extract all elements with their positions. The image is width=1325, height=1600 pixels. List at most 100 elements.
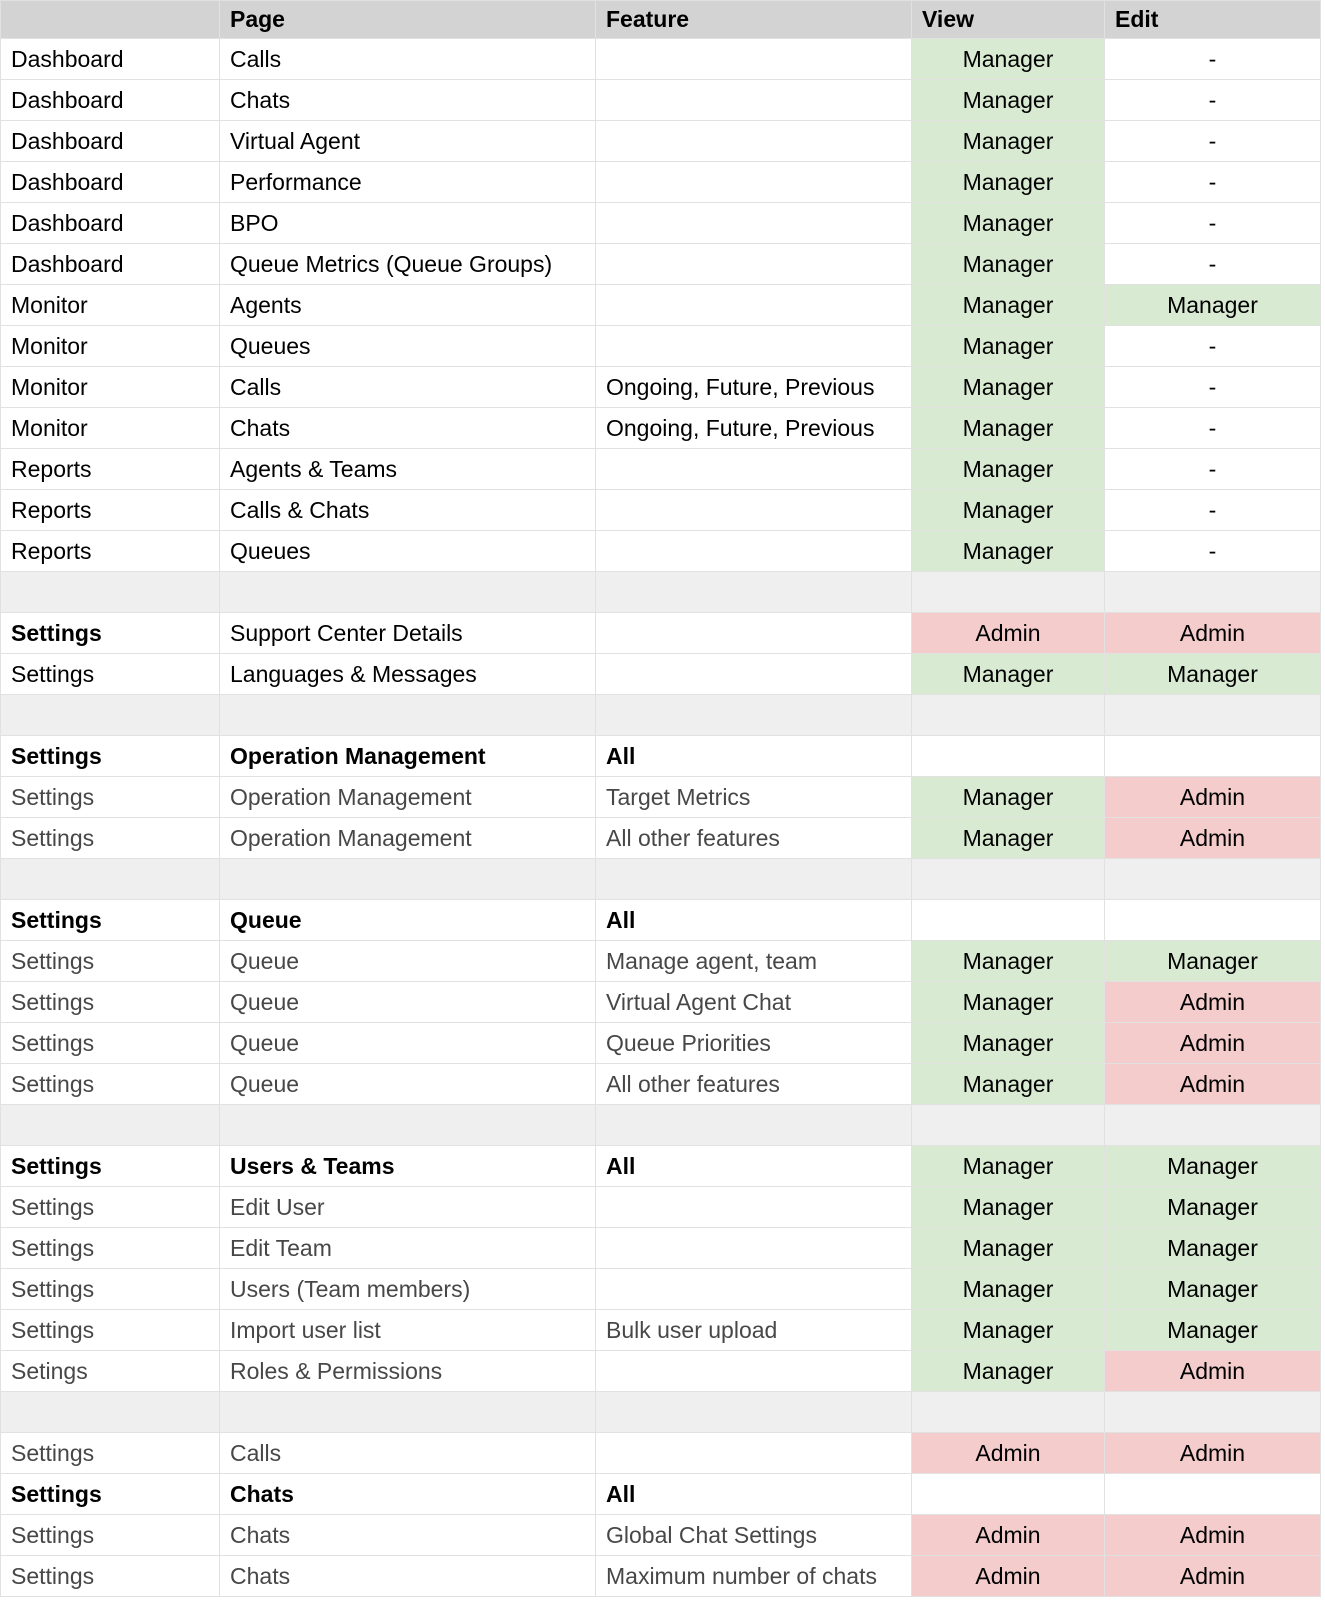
- edit-cell[interactable]: -: [1104, 325, 1321, 367]
- category-cell[interactable]: Settings: [0, 612, 220, 654]
- feature-cell[interactable]: All: [595, 899, 912, 941]
- feature-cell[interactable]: Virtual Agent Chat: [595, 981, 912, 1023]
- category-cell[interactable]: Monitor: [0, 284, 220, 326]
- category-cell[interactable]: Dashboard: [0, 202, 220, 244]
- feature-cell[interactable]: All other features: [595, 817, 912, 859]
- edit-cell[interactable]: -: [1104, 202, 1321, 244]
- view-cell[interactable]: [911, 899, 1105, 941]
- feature-cell[interactable]: [595, 284, 912, 326]
- category-cell[interactable]: Settings: [0, 1268, 220, 1310]
- edit-cell[interactable]: Manager: [1104, 1309, 1321, 1351]
- page-cell[interactable]: Queue: [219, 981, 596, 1023]
- edit-cell[interactable]: -: [1104, 243, 1321, 285]
- column-header-page[interactable]: Page: [219, 0, 596, 39]
- feature-cell[interactable]: [595, 1186, 912, 1228]
- category-cell[interactable]: Settings: [0, 899, 220, 941]
- category-cell[interactable]: Reports: [0, 530, 220, 572]
- category-cell[interactable]: Settings: [0, 981, 220, 1023]
- category-cell[interactable]: Settings: [0, 1227, 220, 1269]
- edit-cell[interactable]: Admin: [1104, 1350, 1321, 1392]
- column-header-category[interactable]: [0, 0, 220, 39]
- edit-cell[interactable]: -: [1104, 530, 1321, 572]
- category-cell[interactable]: Dashboard: [0, 243, 220, 285]
- category-cell[interactable]: Monitor: [0, 325, 220, 367]
- page-cell[interactable]: Chats: [219, 1473, 596, 1515]
- view-cell[interactable]: Manager: [911, 325, 1105, 367]
- feature-cell[interactable]: Global Chat Settings: [595, 1514, 912, 1556]
- page-cell[interactable]: Chats: [219, 407, 596, 449]
- view-cell[interactable]: [911, 571, 1105, 613]
- category-cell[interactable]: Dashboard: [0, 79, 220, 121]
- page-cell[interactable]: Operation Management: [219, 776, 596, 818]
- feature-cell[interactable]: [595, 325, 912, 367]
- category-cell[interactable]: Settings: [0, 1063, 220, 1105]
- view-cell[interactable]: Manager: [911, 448, 1105, 490]
- feature-cell[interactable]: [595, 1227, 912, 1269]
- page-cell[interactable]: Virtual Agent: [219, 120, 596, 162]
- category-cell[interactable]: [0, 1391, 220, 1433]
- category-cell[interactable]: Settings: [0, 1022, 220, 1064]
- feature-cell[interactable]: [595, 120, 912, 162]
- view-cell[interactable]: [911, 694, 1105, 736]
- page-cell[interactable]: Roles & Permissions: [219, 1350, 596, 1392]
- category-cell[interactable]: [0, 858, 220, 900]
- feature-cell[interactable]: [595, 1104, 912, 1146]
- view-cell[interactable]: Manager: [911, 776, 1105, 818]
- feature-cell[interactable]: [595, 243, 912, 285]
- edit-cell[interactable]: [1104, 1473, 1321, 1515]
- page-cell[interactable]: Agents & Teams: [219, 448, 596, 490]
- edit-cell[interactable]: -: [1104, 489, 1321, 531]
- page-cell[interactable]: Import user list: [219, 1309, 596, 1351]
- feature-cell[interactable]: All: [595, 1145, 912, 1187]
- page-cell[interactable]: Languages & Messages: [219, 653, 596, 695]
- view-cell[interactable]: Manager: [911, 38, 1105, 80]
- page-cell[interactable]: Calls: [219, 38, 596, 80]
- view-cell[interactable]: Manager: [911, 79, 1105, 121]
- view-cell[interactable]: Manager: [911, 489, 1105, 531]
- edit-cell[interactable]: -: [1104, 407, 1321, 449]
- feature-cell[interactable]: [595, 489, 912, 531]
- edit-cell[interactable]: [1104, 735, 1321, 777]
- page-cell[interactable]: Chats: [219, 1514, 596, 1556]
- edit-cell[interactable]: Admin: [1104, 1514, 1321, 1556]
- page-cell[interactable]: Performance: [219, 161, 596, 203]
- view-cell[interactable]: Manager: [911, 243, 1105, 285]
- view-cell[interactable]: Manager: [911, 1350, 1105, 1392]
- page-cell[interactable]: Operation Management: [219, 817, 596, 859]
- feature-cell[interactable]: [595, 571, 912, 613]
- category-cell[interactable]: Settings: [0, 1309, 220, 1351]
- edit-cell[interactable]: Admin: [1104, 1063, 1321, 1105]
- edit-cell[interactable]: [1104, 899, 1321, 941]
- feature-cell[interactable]: [595, 694, 912, 736]
- view-cell[interactable]: Manager: [911, 653, 1105, 695]
- page-cell[interactable]: Queue: [219, 1022, 596, 1064]
- feature-cell[interactable]: Manage agent, team: [595, 940, 912, 982]
- feature-cell[interactable]: Queue Priorities: [595, 1022, 912, 1064]
- feature-cell[interactable]: [595, 653, 912, 695]
- page-cell[interactable]: Edit Team: [219, 1227, 596, 1269]
- page-cell[interactable]: Support Center Details: [219, 612, 596, 654]
- category-cell[interactable]: Settings: [0, 653, 220, 695]
- page-cell[interactable]: Chats: [219, 1555, 596, 1597]
- edit-cell[interactable]: Admin: [1104, 612, 1321, 654]
- category-cell[interactable]: Setings: [0, 1350, 220, 1392]
- page-cell[interactable]: [219, 571, 596, 613]
- view-cell[interactable]: Admin: [911, 612, 1105, 654]
- category-cell[interactable]: Monitor: [0, 366, 220, 408]
- feature-cell[interactable]: [595, 858, 912, 900]
- view-cell[interactable]: Manager: [911, 120, 1105, 162]
- edit-cell[interactable]: Admin: [1104, 1555, 1321, 1597]
- category-cell[interactable]: Settings: [0, 1514, 220, 1556]
- category-cell[interactable]: [0, 694, 220, 736]
- edit-cell[interactable]: [1104, 1104, 1321, 1146]
- category-cell[interactable]: Dashboard: [0, 38, 220, 80]
- page-cell[interactable]: Queue: [219, 940, 596, 982]
- page-cell[interactable]: Queue Metrics (Queue Groups): [219, 243, 596, 285]
- edit-cell[interactable]: Admin: [1104, 1432, 1321, 1474]
- category-cell[interactable]: Reports: [0, 489, 220, 531]
- feature-cell[interactable]: Maximum number of chats: [595, 1555, 912, 1597]
- page-cell[interactable]: BPO: [219, 202, 596, 244]
- page-cell[interactable]: Calls: [219, 1432, 596, 1474]
- feature-cell[interactable]: [595, 1350, 912, 1392]
- edit-cell[interactable]: -: [1104, 366, 1321, 408]
